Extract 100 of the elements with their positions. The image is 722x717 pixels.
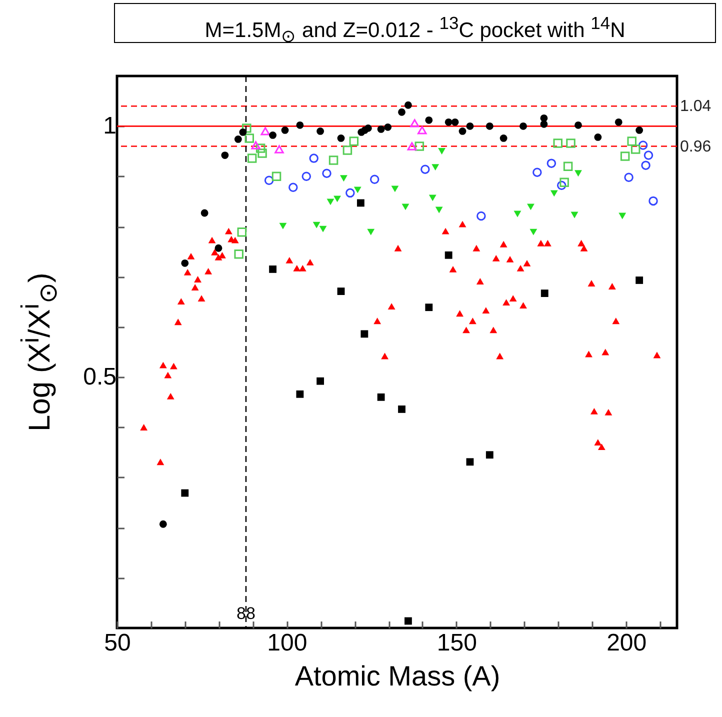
- point: [520, 122, 527, 130]
- point: [466, 122, 474, 130]
- point: [312, 222, 320, 228]
- point: [574, 170, 582, 177]
- point: [614, 118, 622, 126]
- point: [316, 128, 324, 135]
- point: [316, 377, 324, 385]
- ref-line-label: 0.96: [680, 138, 712, 156]
- y-tick-label: 1: [103, 112, 116, 140]
- point: [560, 178, 569, 188]
- point: [407, 142, 417, 150]
- point: [274, 145, 284, 154]
- point: [420, 164, 430, 174]
- point: [221, 152, 229, 159]
- point: [527, 204, 534, 210]
- point: [486, 122, 494, 130]
- ref-line-label: 1.04: [680, 98, 712, 116]
- x-tick-label: 50: [104, 630, 131, 656]
- point: [644, 150, 654, 160]
- point: [244, 134, 254, 143]
- point: [636, 126, 644, 134]
- point: [342, 146, 352, 155]
- point: [272, 172, 282, 181]
- point: [570, 212, 578, 218]
- point: [550, 190, 558, 197]
- point: [256, 144, 266, 153]
- point: [546, 158, 556, 168]
- point: [435, 206, 443, 214]
- point: [269, 265, 276, 273]
- point: [384, 123, 392, 131]
- point: [563, 162, 573, 171]
- x-tick-label: 200: [606, 630, 647, 656]
- point: [556, 180, 566, 190]
- point: [328, 156, 338, 165]
- point: [354, 186, 362, 194]
- point: [260, 127, 270, 136]
- point: [438, 148, 446, 154]
- point: [630, 144, 640, 154]
- point: [444, 251, 452, 259]
- point: [391, 186, 399, 192]
- point: [309, 154, 318, 163]
- point: [302, 172, 312, 181]
- point: [251, 141, 260, 150]
- point: [288, 182, 298, 192]
- point: [425, 304, 433, 312]
- point: [214, 244, 222, 252]
- point: [398, 406, 406, 413]
- point: [425, 116, 433, 124]
- x-tick-label: 150: [436, 630, 477, 656]
- point: [540, 290, 548, 297]
- x-tick-label: 100: [267, 630, 308, 656]
- point: [404, 101, 412, 109]
- point: [594, 134, 602, 141]
- point: [620, 152, 630, 161]
- point: [458, 128, 466, 135]
- point: [638, 140, 648, 150]
- point: [319, 226, 327, 232]
- point: [540, 120, 548, 128]
- point: [340, 175, 348, 182]
- point: [337, 134, 345, 142]
- point: [641, 160, 650, 170]
- point: [367, 228, 375, 236]
- point: [648, 196, 658, 206]
- point: [360, 330, 368, 338]
- point: [402, 204, 410, 210]
- point: [530, 228, 538, 236]
- point: [356, 199, 364, 207]
- point: [258, 148, 267, 158]
- point: [410, 119, 420, 128]
- point: [428, 194, 436, 202]
- point: [444, 118, 452, 126]
- point: [346, 188, 355, 198]
- point: [618, 212, 626, 220]
- point: [322, 168, 332, 178]
- point: [279, 222, 287, 230]
- point: [627, 136, 636, 146]
- y-tick-label: 0.5: [83, 364, 116, 391]
- point: [377, 393, 385, 401]
- point: [326, 198, 334, 206]
- point: [432, 164, 440, 171]
- point: [234, 250, 244, 259]
- point: [377, 125, 385, 133]
- ref-line-label: 88: [236, 604, 256, 623]
- point: [417, 126, 427, 134]
- point: [574, 121, 582, 129]
- point: [296, 121, 304, 129]
- point: [476, 211, 486, 221]
- point: [264, 176, 274, 185]
- point: [247, 154, 257, 163]
- point: [514, 210, 522, 218]
- point: [159, 520, 167, 528]
- point: [553, 138, 562, 148]
- x-axis-title: Atomic Mass (A): [294, 660, 500, 692]
- point: [364, 124, 372, 132]
- point: [532, 168, 542, 177]
- point: [296, 390, 304, 398]
- point: [451, 118, 459, 126]
- point: [337, 288, 345, 295]
- point: [200, 209, 208, 217]
- point: [500, 134, 508, 142]
